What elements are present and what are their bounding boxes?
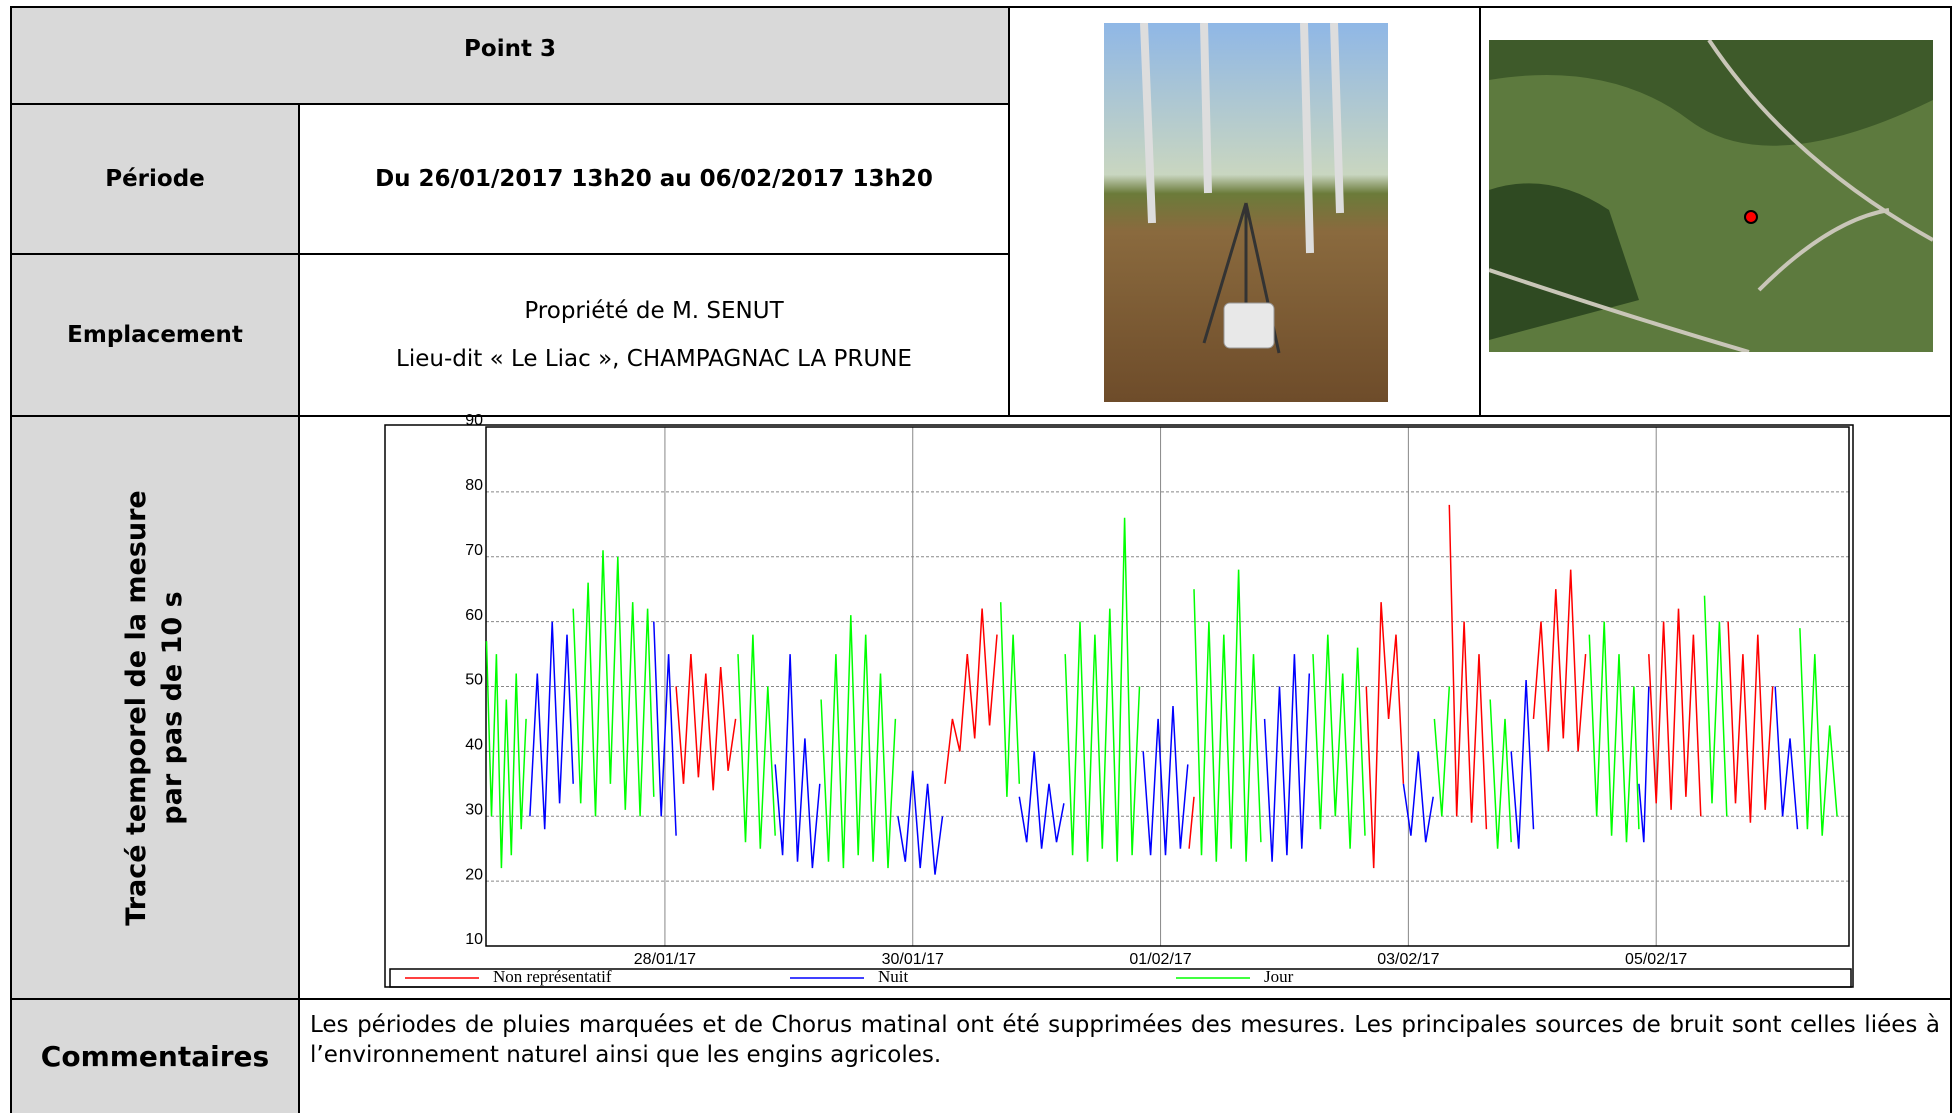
x-tick-label: 30/01/17 [882, 951, 944, 968]
series-line [485, 517, 1838, 869]
row-label: Période [105, 166, 205, 192]
x-tick-label: 28/01/17 [634, 951, 696, 968]
chart-label-cell: Tracé temporel de la mesure par pas de 10… [10, 415, 300, 1000]
title: Point 3 [464, 36, 556, 62]
comments-cell: Les périodes de pluies marquées et de Ch… [298, 998, 1952, 1113]
series-line [529, 621, 1799, 875]
legend-label: Non représentatif [493, 967, 612, 986]
y-tick-label: 80 [465, 477, 483, 494]
aerial-map [1489, 40, 1933, 352]
map-cell [1479, 6, 1952, 417]
y-tick-label: 10 [465, 931, 483, 948]
y-tick-label: 50 [465, 672, 483, 689]
period: Du 26/01/2017 13h20 au 06/02/2017 13h20 [375, 166, 933, 192]
plot-frame [485, 426, 1850, 947]
series-line [675, 504, 1774, 869]
comments-label: Commentaires [40, 1040, 270, 1073]
label-cell: Commentaires [10, 998, 300, 1113]
x-tick-label: 01/02/17 [1129, 951, 1191, 968]
y-tick-label: 40 [465, 737, 483, 754]
legend-label: Nuit [878, 967, 909, 986]
photo [1104, 23, 1388, 402]
comments-text: Les périodes de pluies marquées et de Ch… [310, 1012, 1940, 1068]
legend-frame [389, 968, 1852, 988]
y-tick-label: 90 [465, 412, 483, 429]
y-tick-label: 60 [465, 607, 483, 624]
title-cell: Point 3 [10, 6, 1010, 105]
y-tick-label: 20 [465, 866, 483, 883]
legend-label: Jour [1264, 967, 1294, 986]
x-tick-label: 05/02/17 [1625, 951, 1687, 968]
y-tick-label: 30 [465, 801, 483, 818]
location: Propriété de M. SENUT Lieu-dit « Le Liac … [396, 298, 912, 372]
x-tick-label: 03/02/17 [1377, 951, 1439, 968]
location-line: Propriété de M. SENUT [524, 298, 784, 324]
y-tick-label: 70 [465, 542, 483, 559]
row-label: Emplacement [67, 322, 243, 348]
location-line: Lieu-dit « Le Liac », CHAMPAGNAC LA PRUN… [396, 346, 912, 372]
photo-cell [1008, 6, 1481, 417]
